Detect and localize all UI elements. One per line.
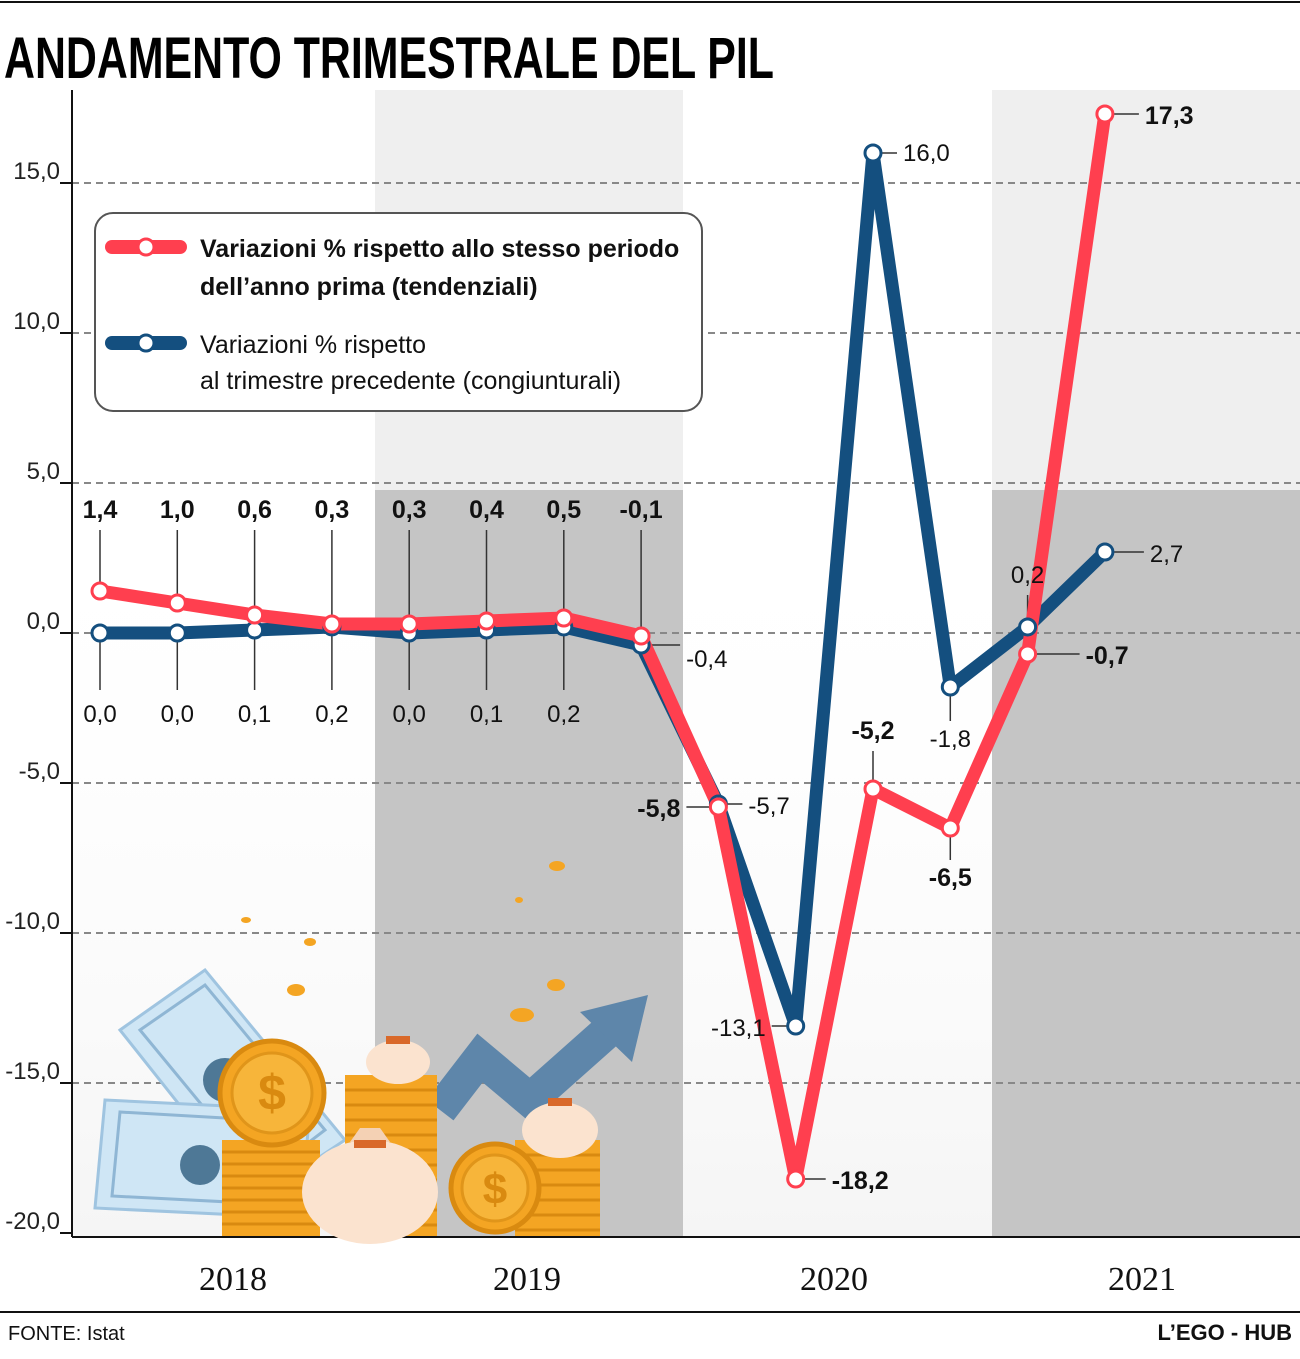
- congiunturali-value-label: 0,2: [315, 701, 348, 728]
- congiunturali-point: [167, 623, 187, 643]
- y-tick-label: -5,0: [19, 758, 60, 785]
- tendenziali-value-label: 0,6: [237, 496, 272, 524]
- x-tick-label: 2020: [800, 1261, 868, 1298]
- tendenziali-point: [940, 818, 960, 838]
- money-bag-icon: [302, 1128, 438, 1244]
- tendenziali-point: [245, 605, 265, 625]
- tendenziali-point: [322, 614, 342, 634]
- tendenziali-point: [167, 593, 187, 613]
- tendenziali-value-label: -5,8: [637, 795, 680, 823]
- tendenziali-value-label: 1,0: [160, 496, 195, 524]
- tendenziali-value-label: 0,4: [469, 496, 504, 524]
- tendenziali-value-label: 17,3: [1145, 102, 1194, 130]
- coin-icon: [241, 917, 251, 923]
- congiunturali-point: [90, 623, 110, 643]
- congiunturali-value-label: -13,1: [711, 1015, 766, 1042]
- legend-label-tendenziali-line2: dell’anno prima (tendenziali): [200, 273, 538, 301]
- tendenziali-value-label: 0,3: [315, 496, 350, 524]
- coin-icon: [510, 1008, 534, 1022]
- tendenziali-point: [90, 581, 110, 601]
- congiunturali-value-label: 0,2: [547, 701, 580, 728]
- y-tick-label: -10,0: [5, 908, 60, 935]
- congiunturali-value-label: 0,2: [1011, 562, 1044, 589]
- congiunturali-value-label: -1,8: [930, 726, 971, 753]
- coin-icon: [547, 979, 565, 991]
- chart-title: ANDAMENTO TRIMESTRALE DEL PIL: [4, 26, 774, 91]
- x-tick-label: 2018: [199, 1261, 267, 1298]
- congiunturali-value-label: -5,7: [748, 793, 789, 820]
- x-tick-label: 2021: [1108, 1261, 1176, 1298]
- tendenziali-point: [863, 779, 883, 799]
- y-tick-label: -20,0: [5, 1208, 60, 1235]
- coin-icon: [287, 984, 305, 996]
- money-bag-icon: [366, 1036, 430, 1084]
- coin-icon: [304, 938, 316, 946]
- y-tick-label: 15,0: [13, 158, 60, 185]
- series-line-tendenziali: [99, 113, 1112, 1186]
- arrow-head-icon: [580, 995, 648, 1062]
- congiunturali-value-label: 0,0: [83, 701, 116, 728]
- tendenziali-point: [786, 1169, 806, 1189]
- tendenziali-value-label: 0,5: [546, 496, 581, 524]
- series-markers: [90, 104, 1115, 1189]
- trend-arrow-icon: [426, 1007, 632, 1123]
- series-lines: [99, 113, 1112, 1186]
- dollar-coin-icon: $: [217, 1038, 327, 1148]
- tendenziali-point: [631, 626, 651, 646]
- congiunturali-point: [1018, 617, 1038, 637]
- y-tick-label: 5,0: [27, 458, 60, 485]
- series-line-congiunturali: [100, 146, 1110, 1033]
- tendenziali-value-label: -6,5: [929, 864, 972, 892]
- congiunturali-point: [786, 1016, 806, 1036]
- tendenziali-point: [399, 614, 419, 634]
- legend-box: [94, 212, 703, 412]
- svg-text:$: $: [483, 1165, 507, 1214]
- y-tick-label: -15,0: [5, 1058, 60, 1085]
- tendenziali-value-label: -0,1: [620, 496, 663, 524]
- x-tick-label: 2019: [493, 1261, 561, 1298]
- y-tick-label: 0,0: [27, 608, 60, 635]
- legend-label-congiunturali-line1: Variazioni % rispetto: [200, 331, 426, 359]
- y-tick-label: 10,0: [13, 308, 60, 335]
- svg-text:$: $: [258, 1065, 286, 1121]
- source-note: FONTE: Istat: [8, 1323, 125, 1345]
- x-axis: 2018 2019 2020 2021: [72, 1236, 1300, 1298]
- tendenziali-point: [554, 608, 574, 628]
- tendenziali-value-label: 1,4: [83, 496, 118, 524]
- tendenziali-point: [477, 611, 496, 631]
- tendenziali-value-label: -5,2: [851, 717, 894, 745]
- dollar-coin-icon: $: [448, 1141, 542, 1235]
- y-axis: 15,0 10,0 5,0 0,0 -5,0 -10,0 -15,0 -20,0: [5, 90, 73, 1237]
- tendenziali-point: [1095, 104, 1115, 124]
- brand-logo: L’EGO - HUB: [1158, 1320, 1292, 1345]
- legend-marker-congiunturali: [136, 333, 156, 353]
- legend-label-congiunturali-line2: al trimestre precedente (congiunturali): [200, 367, 621, 395]
- congiunturali-point: [1095, 542, 1115, 562]
- tendenziali-value-label: 0,3: [392, 496, 427, 524]
- coin-icon: [515, 897, 523, 903]
- congiunturali-value-label: 0,1: [470, 701, 503, 728]
- congiunturali-value-label: -0,4: [686, 646, 727, 673]
- tendenziali-point: [1018, 644, 1038, 664]
- tendenziali-value-label: -18,2: [832, 1167, 889, 1195]
- congiunturali-point: [940, 677, 960, 697]
- legend-marker-tendenziali: [136, 237, 156, 257]
- tendenziali-value-label: -0,7: [1086, 642, 1129, 670]
- congiunturali-value-label: 0,1: [238, 701, 271, 728]
- value-labels: 0,0 0,0 0,1 0,2 0,0 0,1 0,2 -0,4 -5,7 -13,1 16,0 -1…: [83, 102, 1194, 1195]
- legend-label-tendenziali-line1: Variazioni % rispetto allo stesso period…: [200, 235, 679, 263]
- tendenziali-point: [708, 797, 728, 817]
- money-illustration: $ $: [93, 861, 648, 1244]
- coin-icon: [549, 861, 565, 871]
- money-bag-icon: [522, 1098, 598, 1158]
- congiunturali-point: [863, 143, 883, 163]
- congiunturali-value-label: 0,0: [393, 701, 426, 728]
- congiunturali-value-label: 16,0: [903, 140, 950, 167]
- legend: Variazioni % rispetto allo stesso period…: [94, 212, 703, 412]
- congiunturali-value-label: 2,7: [1150, 541, 1183, 568]
- congiunturali-value-label: 0,0: [161, 701, 194, 728]
